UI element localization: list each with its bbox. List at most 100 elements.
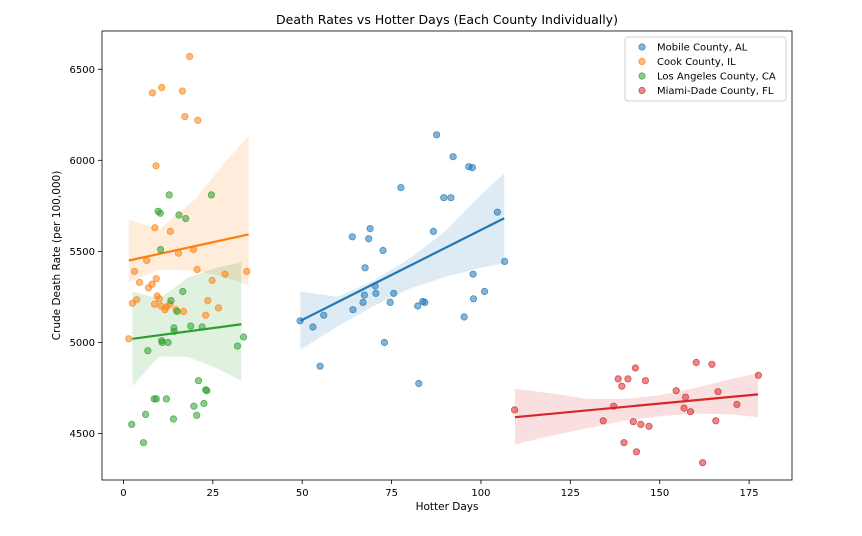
data-point (125, 335, 133, 343)
data-point (190, 402, 198, 410)
data-point (637, 420, 645, 428)
data-point (243, 267, 251, 275)
data-point (214, 304, 223, 312)
data-point (221, 270, 229, 278)
data-point (152, 162, 160, 170)
legend-marker (638, 86, 646, 95)
data-point (130, 267, 139, 275)
data-point (349, 306, 357, 314)
data-point (414, 302, 422, 310)
y-axis-label: Crude Death Rate (per 100,000) (51, 171, 63, 341)
data-point (233, 342, 242, 350)
data-point (178, 87, 186, 95)
data-point (169, 415, 178, 423)
data-point (359, 298, 367, 306)
data-point (698, 459, 707, 467)
data-point (165, 191, 173, 199)
data-point (186, 52, 194, 61)
x-tick-label: 50 (296, 488, 309, 499)
chart-title: Death Rates vs Hotter Days (Each County … (276, 12, 618, 27)
data-point (397, 184, 405, 192)
data-point (468, 164, 476, 172)
data-point (194, 377, 203, 385)
x-tick-label: 100 (471, 488, 490, 499)
data-point (361, 264, 369, 272)
data-point (631, 364, 640, 372)
data-point (692, 358, 700, 367)
data-point (152, 275, 160, 283)
data-point (672, 387, 680, 395)
data-point (203, 387, 211, 395)
legend-marker (638, 57, 646, 66)
x-tick-label: 0 (120, 488, 126, 499)
legend-box (624, 36, 787, 102)
legend-marker (638, 43, 646, 51)
data-point (386, 298, 394, 306)
data-point (645, 422, 653, 430)
x-tick-label: 25 (206, 488, 219, 499)
data-point (380, 338, 388, 347)
regression-line-0 (299, 217, 505, 322)
data-point (193, 265, 201, 274)
data-point (624, 375, 632, 383)
data-point (629, 418, 637, 426)
data-point (714, 388, 722, 396)
data-point (599, 417, 607, 425)
data-point (733, 400, 741, 408)
data-point (641, 377, 650, 385)
data-point (167, 296, 175, 305)
confidence-band-3 (514, 373, 758, 445)
legend-marker (638, 72, 646, 80)
data-point (200, 399, 208, 408)
data-point (152, 395, 160, 403)
regression-line-3 (514, 393, 759, 419)
data-point (460, 313, 468, 321)
data-point (151, 224, 159, 232)
data-point (174, 249, 183, 257)
data-point (198, 323, 206, 331)
data-point (429, 227, 437, 235)
legend-entry-label: Mobile County, AL (657, 43, 748, 54)
data-point (371, 282, 379, 290)
data-point (175, 211, 183, 219)
x-tick-label: 75 (385, 488, 398, 499)
data-point (202, 311, 210, 319)
data-point (158, 338, 166, 347)
data-point (296, 317, 304, 325)
data-point (162, 395, 170, 403)
data-point (493, 208, 501, 216)
data-point (148, 280, 156, 288)
data-point (156, 209, 164, 217)
data-point (348, 233, 356, 241)
legend-entry-label: Los Angeles County, CA (657, 72, 776, 83)
data-point (432, 131, 441, 139)
confidence-band-2 (132, 262, 242, 387)
data-point (182, 215, 190, 223)
data-point (173, 307, 181, 316)
confidence-band-0 (300, 173, 505, 350)
legend: Mobile County, AL Cook County, IL Los Ange… (624, 36, 787, 102)
data-point (187, 322, 195, 330)
x-tick-label: 125 (561, 488, 580, 499)
data-point (469, 295, 478, 303)
data-point (133, 296, 141, 304)
data-point (240, 333, 248, 341)
data-point (143, 256, 151, 265)
data-point (708, 360, 716, 368)
data-point (440, 194, 448, 202)
data-point (379, 246, 387, 255)
regression-line-1 (128, 233, 249, 262)
data-point (320, 311, 328, 319)
data-point (366, 225, 374, 233)
data-point (614, 375, 622, 383)
data-point (181, 113, 189, 121)
data-point (194, 116, 202, 124)
legend-entry-label: Miami-Dade County, FL (657, 86, 774, 97)
data-point (170, 327, 178, 336)
x-tick-label: 150 (650, 488, 669, 499)
data-point (390, 289, 398, 297)
y-tick-label: 6500 (70, 65, 95, 76)
data-point (166, 227, 174, 235)
data-point (415, 379, 423, 388)
